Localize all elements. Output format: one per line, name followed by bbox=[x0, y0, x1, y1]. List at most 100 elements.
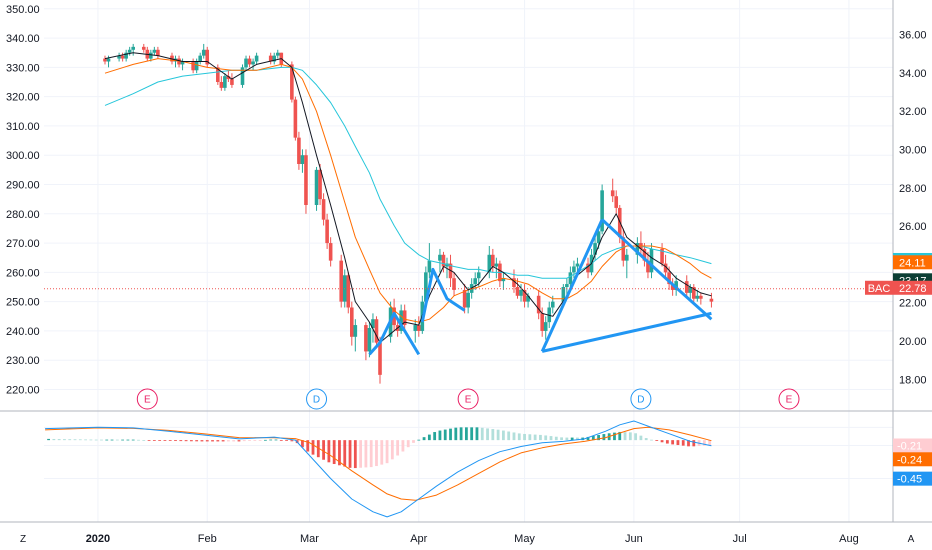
candle-body bbox=[452, 278, 456, 290]
macd-histogram-bar bbox=[290, 440, 294, 442]
macd-histogram-bar bbox=[554, 436, 558, 441]
right-axis-tick-label: 20.00 bbox=[899, 336, 927, 348]
macd-histogram-bar bbox=[89, 439, 93, 441]
candle-body bbox=[416, 325, 421, 331]
event-marker[interactable] bbox=[778, 388, 800, 410]
macd-histogram-bar bbox=[708, 440, 712, 446]
macd-histogram-bar bbox=[523, 433, 526, 441]
candle-body bbox=[339, 260, 344, 302]
macd-histogram-bar bbox=[591, 435, 595, 441]
x-axis-tick-label: Feb bbox=[198, 533, 217, 545]
macd-histogram-bar bbox=[68, 439, 72, 441]
macd-histogram-bar bbox=[200, 440, 204, 442]
x-axis-tick-label: Apr bbox=[410, 533, 427, 545]
macd-histogram-bar bbox=[517, 433, 521, 441]
x-axis-tick-label: Aug bbox=[839, 533, 859, 545]
candle-body bbox=[293, 99, 298, 138]
macd-histogram-bar bbox=[502, 430, 505, 441]
event-marker[interactable] bbox=[630, 388, 652, 410]
candle-body bbox=[663, 263, 668, 273]
right-axis-tick-label: 32.00 bbox=[899, 106, 927, 118]
candle-body bbox=[402, 310, 407, 326]
candle-body bbox=[244, 58, 248, 68]
candle-body bbox=[223, 76, 227, 88]
candle-body bbox=[374, 319, 379, 343]
candle-body bbox=[487, 254, 492, 273]
right-axis-tick-label: 22.00 bbox=[899, 298, 927, 310]
candle-body bbox=[156, 49, 160, 56]
ma-fast-line bbox=[104, 52, 712, 344]
macd-plot[interactable] bbox=[45, 420, 712, 518]
candle-body bbox=[649, 248, 654, 273]
macd-histogram-bar bbox=[544, 435, 548, 441]
candle-body bbox=[642, 248, 647, 261]
macd-histogram-bar bbox=[650, 439, 653, 441]
candle-body bbox=[131, 46, 136, 50]
candle-body bbox=[205, 49, 210, 65]
macd-histogram-bar bbox=[692, 440, 696, 447]
candle-body bbox=[124, 52, 128, 59]
candle-body bbox=[194, 61, 199, 71]
macd-histogram-bar bbox=[332, 440, 336, 465]
macd-histogram-bar bbox=[459, 427, 463, 441]
candle-body bbox=[191, 61, 195, 71]
macd-histogram-bar bbox=[232, 440, 236, 442]
macd-histogram-bar bbox=[184, 440, 188, 442]
macd-value-label: -0.45 bbox=[897, 474, 922, 486]
macd-histogram-bar bbox=[433, 432, 437, 441]
macd-histogram-bar bbox=[94, 439, 98, 441]
macd-histogram-bar bbox=[539, 434, 542, 441]
price-badge-label: 24.11 bbox=[899, 257, 926, 269]
candle-body bbox=[371, 319, 375, 328]
auto-scale-button[interactable] bbox=[902, 530, 920, 546]
macd-histogram-bar bbox=[369, 440, 373, 468]
candle-body bbox=[522, 289, 527, 302]
ticker-badge bbox=[865, 280, 893, 295]
macd-histogram-bar bbox=[570, 437, 574, 441]
candle-body bbox=[399, 310, 403, 331]
macd-value-badge bbox=[893, 471, 932, 486]
candle-body bbox=[325, 219, 329, 244]
macd-histogram-bar bbox=[216, 440, 220, 442]
macd-histogram-bar bbox=[586, 436, 590, 441]
zoom-button[interactable] bbox=[14, 530, 32, 546]
candle-body bbox=[364, 325, 368, 352]
right-axis-tick-label: 34.00 bbox=[899, 68, 927, 80]
macd-histogram-bar bbox=[528, 434, 532, 441]
macd-histogram-bar bbox=[269, 439, 273, 441]
left-axis-tick-label: 300.00 bbox=[6, 150, 40, 162]
pattern-line bbox=[601, 218, 713, 321]
candle-body bbox=[219, 82, 224, 88]
candle-body bbox=[251, 61, 255, 65]
left-axis-tick-label: 230.00 bbox=[6, 355, 40, 367]
price-badge bbox=[893, 280, 932, 295]
candle-body bbox=[297, 137, 301, 164]
event-marker-label: E bbox=[465, 395, 472, 406]
macd-histogram-bar bbox=[470, 427, 474, 441]
candle-body bbox=[441, 254, 446, 267]
event-marker[interactable] bbox=[457, 388, 479, 410]
macd-histogram-bar bbox=[52, 438, 56, 441]
macd-histogram-bar bbox=[496, 429, 500, 441]
macd-histogram-bar bbox=[168, 440, 172, 441]
macd-histogram-bar bbox=[121, 439, 125, 441]
macd-histogram-bar bbox=[348, 440, 352, 468]
candle-body bbox=[272, 55, 277, 62]
candle-body bbox=[378, 342, 382, 375]
candle-body bbox=[254, 55, 259, 62]
candle-body bbox=[120, 55, 125, 59]
candle-body bbox=[318, 169, 322, 200]
pattern-line bbox=[368, 311, 421, 356]
macd-histogram-bar bbox=[131, 439, 135, 441]
left-axis-tick-label: 260.00 bbox=[6, 267, 40, 279]
candle-body bbox=[674, 281, 678, 290]
event-marker-label: E bbox=[786, 395, 793, 406]
candle-body bbox=[275, 52, 280, 56]
price-plot[interactable] bbox=[44, 43, 893, 384]
macd-histogram-bar bbox=[327, 440, 331, 463]
candle-body bbox=[466, 292, 470, 308]
event-marker[interactable] bbox=[136, 388, 158, 410]
event-marker[interactable] bbox=[306, 388, 328, 410]
macd-histogram-bar bbox=[126, 439, 130, 441]
